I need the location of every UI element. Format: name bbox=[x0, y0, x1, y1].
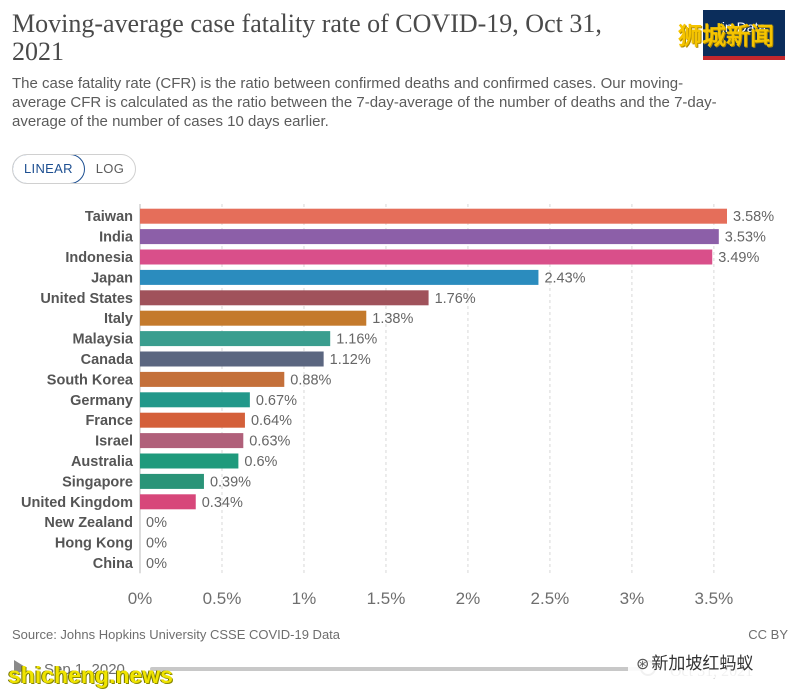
value-label: 3.58% bbox=[733, 209, 774, 225]
timeline-start-date: Sep 1, 2020 bbox=[44, 661, 125, 678]
value-label: 1.76% bbox=[435, 291, 476, 307]
category-label: United Kingdom bbox=[21, 495, 133, 511]
bar bbox=[140, 208, 727, 224]
value-label: 3.49% bbox=[718, 250, 759, 266]
category-label: France bbox=[85, 413, 133, 429]
value-label: 0% bbox=[146, 556, 167, 572]
bar bbox=[140, 249, 713, 265]
value-label: 0% bbox=[146, 536, 167, 552]
value-label: 0.39% bbox=[210, 474, 251, 490]
category-label: Taiwan bbox=[85, 209, 133, 225]
category-label: Malaysia bbox=[73, 332, 134, 348]
value-label: 1.16% bbox=[336, 332, 377, 348]
value-label: 0% bbox=[146, 515, 167, 531]
log-scale-button[interactable]: LOG bbox=[95, 161, 125, 176]
value-label: 0.88% bbox=[290, 372, 331, 388]
linear-scale-button[interactable]: LINEAR bbox=[13, 155, 85, 183]
chart-subtitle: The case fatality rate (CFR) is the rati… bbox=[12, 75, 717, 130]
x-tick-label: 2.5% bbox=[531, 589, 570, 608]
wechat-icon: ⊛ bbox=[636, 656, 650, 673]
chart-title: Moving-average case fatality rate of COV… bbox=[12, 9, 602, 66]
source-text[interactable]: Source: Johns Hopkins University CSSE CO… bbox=[12, 627, 341, 642]
category-label: Japan bbox=[91, 270, 133, 286]
bar bbox=[140, 453, 239, 469]
value-label: 2.43% bbox=[544, 270, 585, 286]
bar bbox=[140, 310, 367, 326]
category-label: Indonesia bbox=[65, 250, 134, 266]
category-label: China bbox=[93, 556, 134, 572]
category-label: New Zealand bbox=[44, 515, 133, 531]
watermark-bottom-right: ⊛ 新加坡红蚂蚁 bbox=[628, 650, 762, 678]
watermark-bottom-right-text: 新加坡红蚂蚁 bbox=[651, 654, 754, 673]
category-label: Israel bbox=[95, 434, 133, 450]
license-text[interactable]: CC BY bbox=[748, 627, 788, 642]
bar bbox=[140, 269, 539, 285]
scale-toggle: LINEAR LOG bbox=[12, 154, 137, 184]
x-tick-label: 2% bbox=[456, 589, 481, 608]
logo-line-2: in Data bbox=[721, 19, 767, 35]
value-label: 0.34% bbox=[202, 495, 243, 511]
bar-chart: 0% 0.5% 1% 1.5% 2% 2.5% 3% 3.5% Taiwan 3.58% India… bbox=[21, 204, 774, 608]
play-icon[interactable] bbox=[14, 660, 27, 676]
category-label: Australia bbox=[71, 454, 134, 470]
x-tick-label: 3% bbox=[620, 589, 645, 608]
owid-logo[interactable]: in Data bbox=[703, 10, 785, 60]
watermark-top: 狮城新闻 bbox=[678, 23, 774, 50]
category-label: Italy bbox=[104, 311, 133, 327]
bar bbox=[140, 392, 250, 408]
category-label: South Korea bbox=[47, 372, 134, 388]
value-label: 0.67% bbox=[256, 393, 297, 409]
value-label: 0.64% bbox=[251, 413, 292, 429]
category-label: Hong Kong bbox=[55, 536, 133, 552]
bar bbox=[140, 229, 719, 245]
bar bbox=[140, 412, 245, 428]
timeline-track[interactable] bbox=[150, 667, 650, 671]
x-tick-label: 1% bbox=[292, 589, 317, 608]
category-label: Canada bbox=[81, 352, 134, 368]
watermark-bottom-left: shicheng.news bbox=[8, 662, 173, 688]
x-tick-label: 3.5% bbox=[695, 589, 734, 608]
value-label: 0.6% bbox=[244, 454, 277, 470]
bar bbox=[140, 433, 244, 449]
bar bbox=[140, 371, 285, 387]
bar bbox=[140, 290, 429, 306]
bar bbox=[140, 494, 196, 510]
category-label: United States bbox=[40, 291, 133, 307]
value-label: 3.53% bbox=[725, 230, 766, 246]
x-tick-label: 1.5% bbox=[367, 589, 406, 608]
value-label: 0.63% bbox=[249, 434, 290, 450]
bar bbox=[140, 331, 331, 347]
x-tick-label: 0.5% bbox=[203, 589, 242, 608]
x-tick-label: 0% bbox=[128, 589, 153, 608]
bar bbox=[140, 473, 204, 489]
category-label: Singapore bbox=[62, 474, 133, 490]
value-label: 1.38% bbox=[372, 311, 413, 327]
category-label: Germany bbox=[70, 393, 133, 409]
value-label: 1.12% bbox=[330, 352, 371, 368]
category-label: India bbox=[99, 230, 134, 246]
bar bbox=[140, 351, 324, 367]
